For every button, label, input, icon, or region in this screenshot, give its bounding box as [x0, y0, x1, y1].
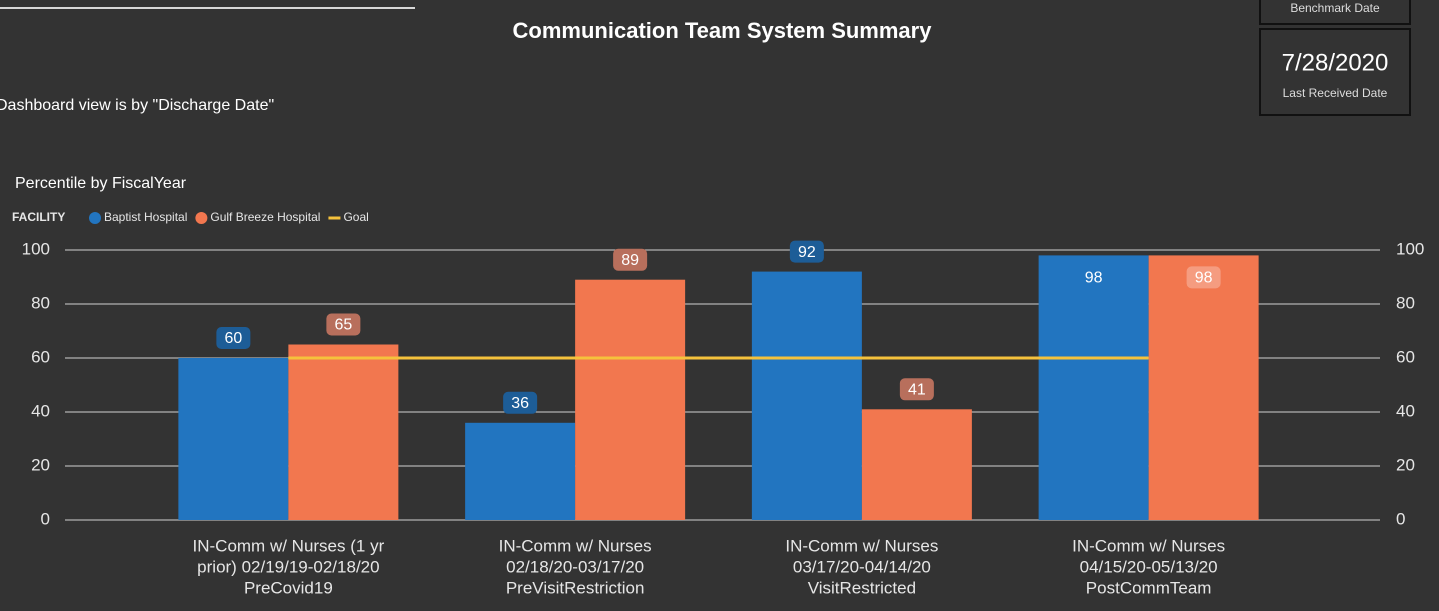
data-label-box [1186, 266, 1221, 289]
legend-swatch [89, 212, 101, 224]
data-label: 98 [1195, 270, 1213, 287]
data-label: 65 [334, 317, 352, 334]
view-note: Dashboard view is by "Discharge Date" [0, 97, 274, 114]
x-tick-label: IN-Comm w/ Nurses [499, 536, 652, 555]
data-label: 41 [908, 382, 926, 399]
y2-tick-label: 60 [1396, 347, 1415, 366]
x-tick-label: prior) 02/19/19-02/18/20 [197, 557, 379, 576]
y2-tick-label: 100 [1396, 239, 1424, 258]
x-tick-label: IN-Comm w/ Nurses (1 yr [193, 536, 385, 555]
x-tick-label: VisitRestricted [808, 578, 916, 597]
y-tick-label: 60 [31, 347, 50, 366]
x-tick-label: PreCovid19 [244, 578, 333, 597]
y2-tick-label: 20 [1396, 455, 1415, 474]
x-tick-label: IN-Comm w/ Nurses [785, 536, 938, 555]
bar [178, 358, 289, 520]
data-label-box [789, 240, 824, 263]
y2-tick-label: 0 [1396, 509, 1405, 528]
y2-tick-label: 40 [1396, 401, 1415, 420]
legend-label: Gulf Breeze Hospital [210, 210, 320, 224]
benchmark-box [1259, 0, 1411, 25]
chart-title: Percentile by FiscalYear [15, 175, 187, 192]
page-title: Communication Team System Summary [513, 18, 933, 43]
legend-title: FACILITY [12, 210, 65, 224]
y-tick-label: 80 [31, 293, 50, 312]
benchmark-label: Benchmark Date [1290, 1, 1380, 15]
data-label-box [503, 391, 538, 414]
last-received-value: 7/28/2020 [1282, 49, 1389, 76]
data-label: 89 [621, 252, 639, 269]
data-label: 60 [224, 330, 242, 347]
bar [288, 344, 399, 520]
bar [575, 279, 686, 520]
x-tick-label: 02/18/20-03/17/20 [506, 557, 644, 576]
data-label: 36 [511, 395, 529, 412]
bar [1148, 255, 1259, 520]
chart: 0 20 40 60 80 100 0 20 40 60 80 100 Baptist Hospital… [22, 210, 1425, 597]
y-tick-label: 0 [41, 509, 50, 528]
last-received-label: Last Received Date [1283, 86, 1388, 100]
y-tick-label: 40 [31, 401, 50, 420]
data-label-box [899, 378, 934, 401]
x-tick-label: 04/15/20-05/13/20 [1080, 557, 1218, 576]
x-tick-label: 03/17/20-04/14/20 [793, 557, 931, 576]
data-label-box [613, 248, 648, 271]
data-label: 92 [798, 244, 816, 261]
y2-tick-label: 80 [1396, 293, 1415, 312]
legend-swatch [195, 212, 208, 224]
y-tick-label: 100 [22, 239, 50, 258]
data-label-box [326, 313, 361, 336]
legend-label: Baptist Hospital [104, 210, 187, 224]
x-tick-label: PreVisitRestriction [506, 578, 645, 597]
bar [465, 422, 576, 520]
data-label: 98 [1085, 270, 1103, 287]
x-tick-label: PostCommTeam [1086, 578, 1212, 597]
y-tick-label: 20 [31, 455, 50, 474]
legend-label: Goal [343, 210, 368, 224]
x-tick-label: IN-Comm w/ Nurses [1072, 536, 1225, 555]
bar [1038, 255, 1149, 520]
data-label-box [216, 327, 251, 349]
bar [751, 271, 862, 520]
bar [861, 409, 972, 520]
last-received-box [1259, 28, 1411, 116]
